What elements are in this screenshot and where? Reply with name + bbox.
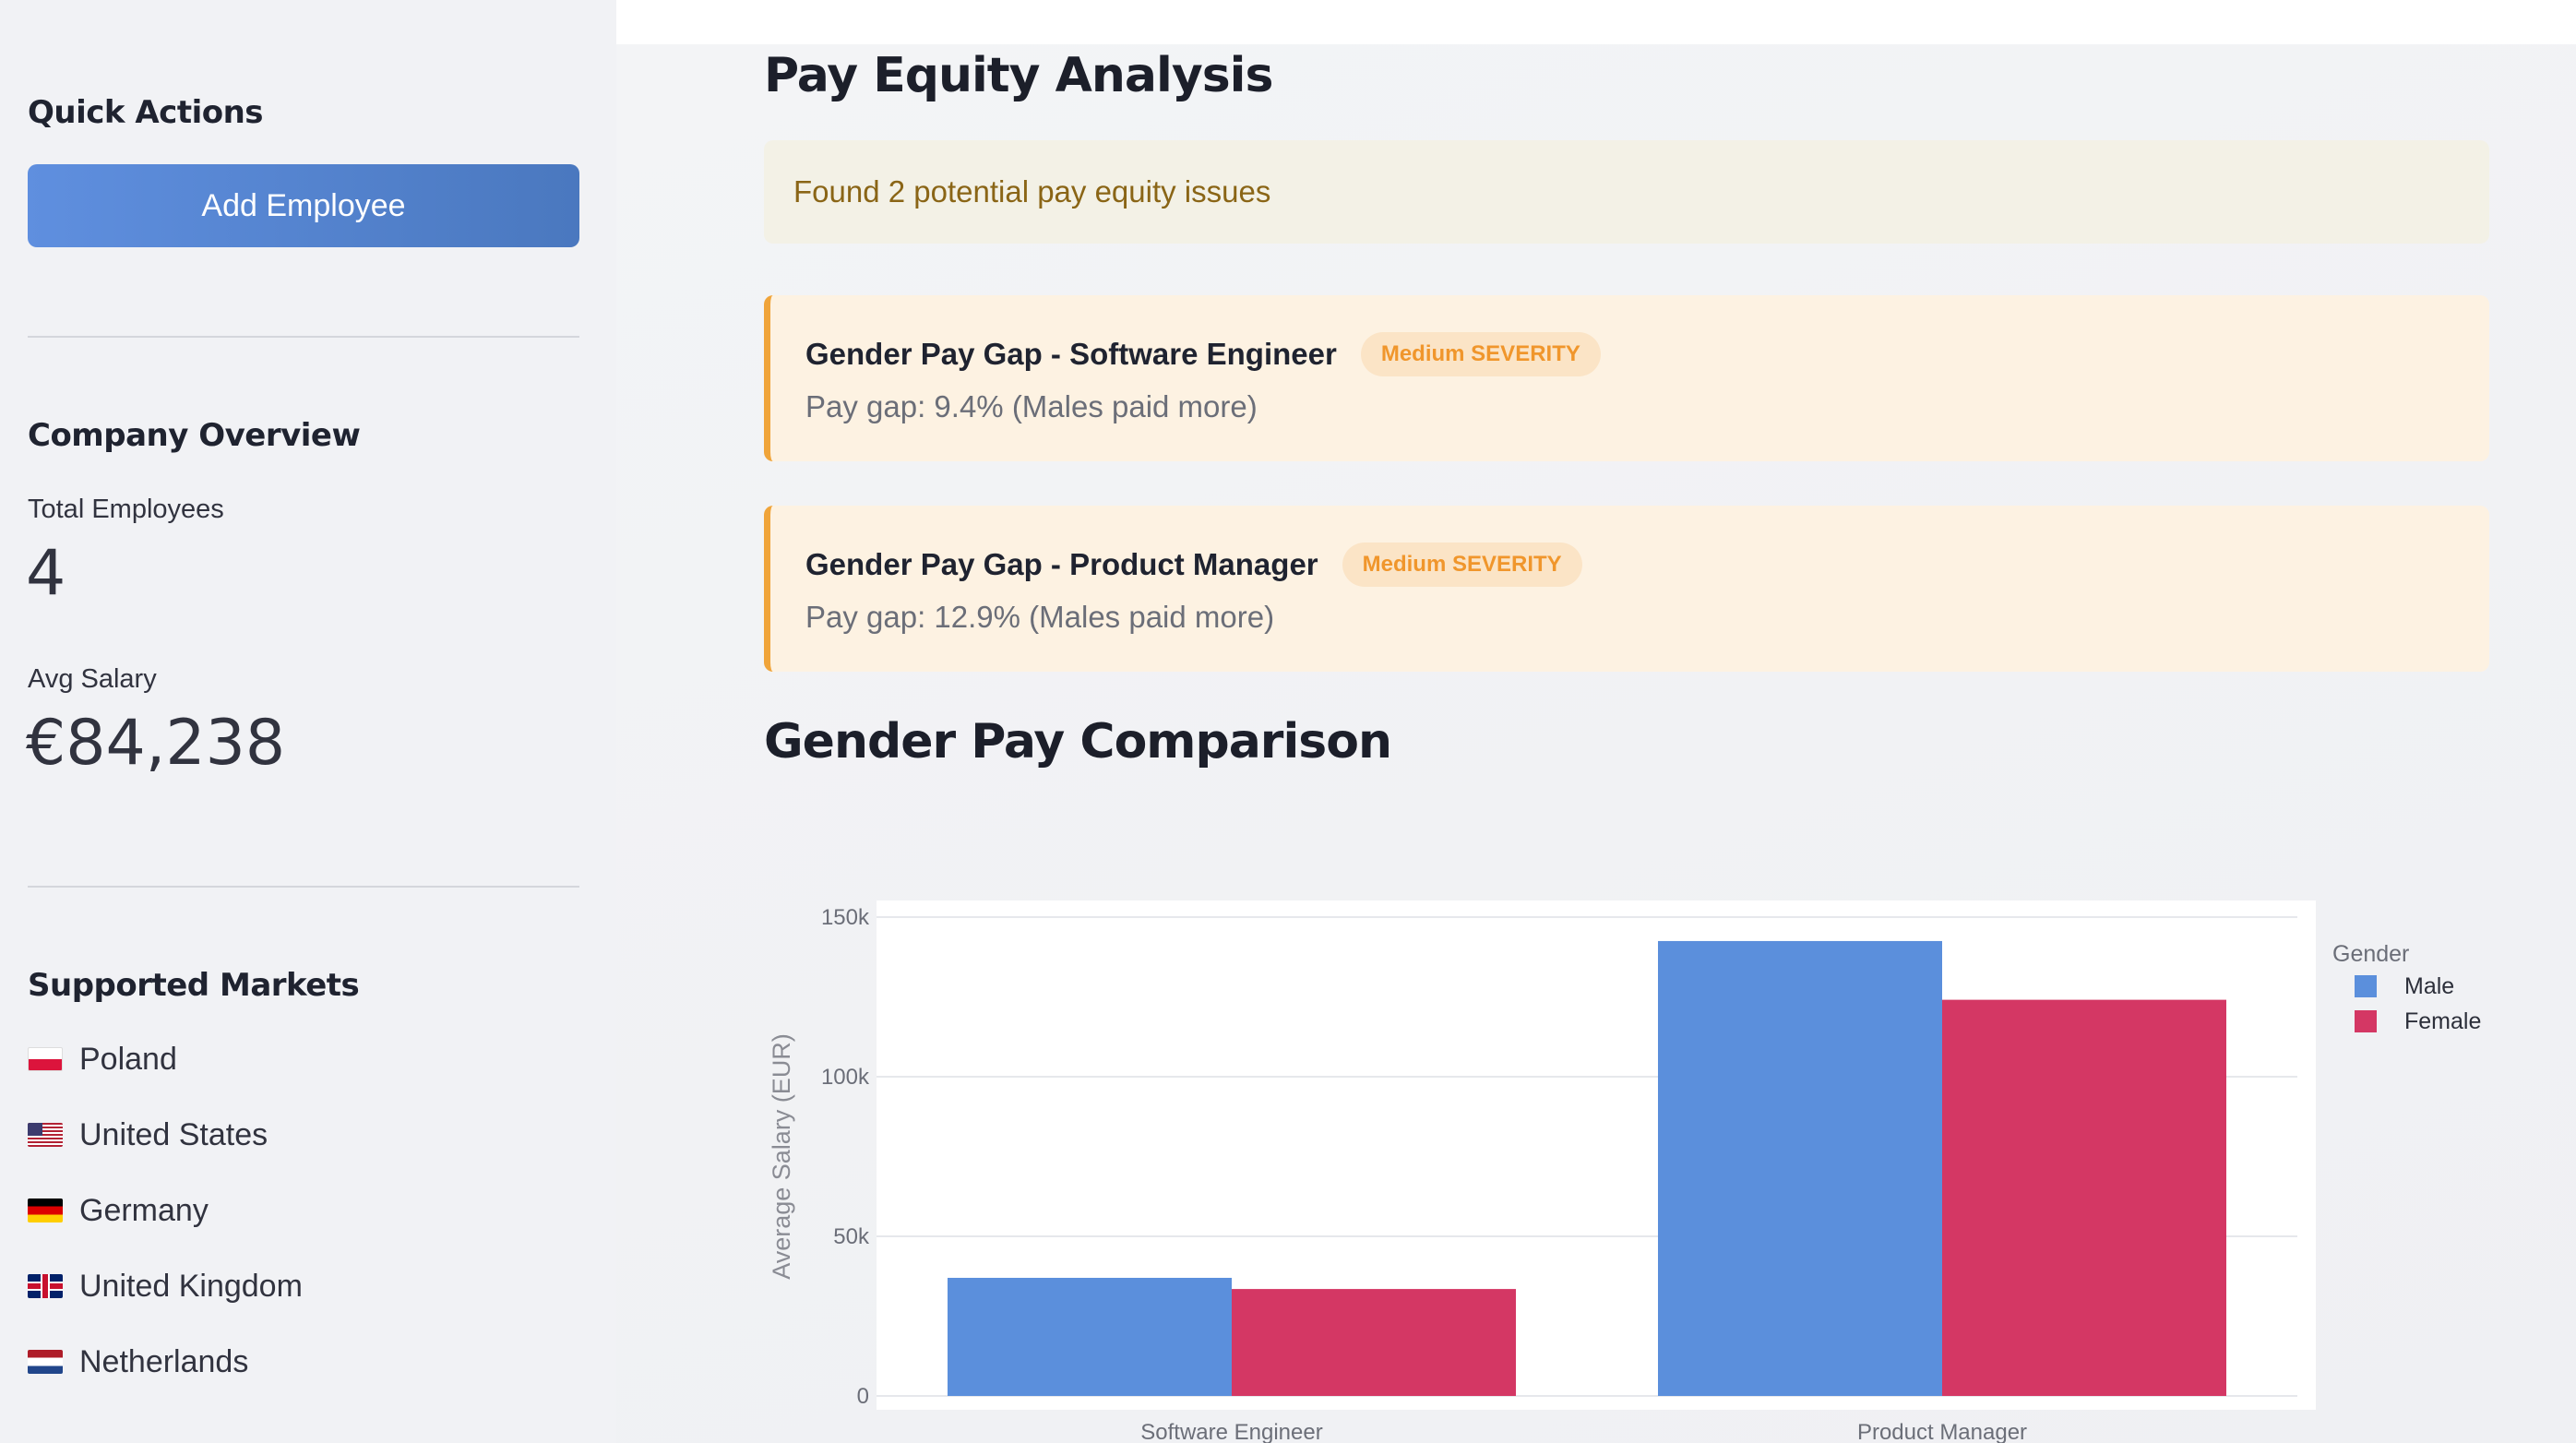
x-tick-label: Software Engineer [1140, 1420, 1322, 1443]
y-tick-label: 0 [857, 1384, 869, 1409]
alert-text: Found 2 potential pay equity issues [793, 174, 1271, 209]
issue-detail: Pay gap: 12.9% (Males paid more) [805, 600, 1275, 634]
market-label: Germany [79, 1192, 209, 1228]
y-tick-label: 150k [821, 905, 870, 930]
market-item-united-states: United States [28, 1112, 268, 1158]
y-axis-title: Average Salary (EUR) [768, 1033, 795, 1280]
issue-card: Gender Pay Gap - Software Engineer Mediu… [764, 295, 2489, 461]
pay-equity-alert: Found 2 potential pay equity issues [764, 140, 2489, 244]
top-header-bar [616, 0, 2576, 44]
issue-detail: Pay gap: 9.4% (Males paid more) [805, 389, 1258, 423]
gender-pay-comparison-heading: Gender Pay Comparison [764, 714, 1392, 769]
germany-flag-icon [28, 1199, 63, 1222]
market-label: Netherlands [79, 1343, 249, 1379]
legend-swatch-icon [2355, 1010, 2377, 1032]
issue-title: Gender Pay Gap - Software Engineer Mediu… [805, 332, 1601, 376]
market-label: United Kingdom [79, 1268, 303, 1304]
pay-equity-heading: Pay Equity Analysis [764, 48, 1273, 103]
x-tick-label: Product Manager [1857, 1420, 2027, 1443]
add-employee-button[interactable]: Add Employee [28, 164, 579, 247]
sidebar-divider [28, 336, 579, 338]
bar-female-software-engineer [1232, 1289, 1516, 1396]
legend-item-female[interactable]: Female [2355, 1008, 2481, 1035]
market-item-poland: Poland [28, 1036, 177, 1082]
market-item-united-kingdom: United Kingdom [28, 1263, 303, 1309]
legend-swatch-icon [2355, 975, 2377, 997]
bar-chart-svg: 0 50k 100k 150k Average Salary (EUR) Software… [768, 900, 2316, 1443]
issue-card: Gender Pay Gap - Product Manager Medium … [764, 506, 2489, 672]
legend-item-male[interactable]: Male [2355, 972, 2454, 1000]
quick-actions-heading: Quick Actions [28, 94, 264, 131]
market-item-netherlands: Netherlands [28, 1339, 248, 1385]
sidebar: Quick Actions Add Employee Company Overv… [0, 0, 616, 1443]
netherlands-flag-icon [28, 1350, 63, 1374]
issue-title: Gender Pay Gap - Product Manager Medium … [805, 543, 1582, 587]
issue-title-text: Gender Pay Gap - Product Manager [805, 547, 1318, 581]
total-employees-label: Total Employees [28, 495, 224, 524]
legend-label: Female [2404, 1008, 2482, 1034]
y-tick-label: 100k [821, 1065, 870, 1090]
sidebar-divider [28, 886, 579, 888]
poland-flag-icon [28, 1047, 63, 1071]
market-label: Poland [79, 1041, 177, 1077]
avg-salary-label: Avg Salary [28, 664, 157, 694]
avg-salary-value: €84,238 [26, 707, 286, 780]
y-tick-label: 50k [833, 1224, 870, 1249]
uk-flag-icon [28, 1274, 63, 1298]
bar-male-product-manager [1658, 940, 1942, 1396]
bar-male-software-engineer [948, 1277, 1232, 1396]
us-flag-icon [28, 1123, 63, 1147]
market-item-germany: Germany [28, 1187, 209, 1234]
supported-markets-heading: Supported Markets [28, 967, 360, 1004]
severity-badge: Medium SEVERITY [1342, 543, 1582, 587]
legend-title: Gender [2332, 941, 2410, 967]
issue-title-text: Gender Pay Gap - Software Engineer [805, 337, 1337, 371]
total-employees-value: 4 [26, 537, 66, 610]
gender-pay-chart: 0 50k 100k 150k Average Salary (EUR) Software… [764, 886, 2489, 1443]
legend-label: Male [2404, 972, 2455, 999]
market-label: United States [79, 1116, 268, 1152]
severity-badge: Medium SEVERITY [1360, 332, 1601, 376]
bar-female-product-manager [1942, 999, 2226, 1396]
company-overview-heading: Company Overview [28, 417, 361, 454]
